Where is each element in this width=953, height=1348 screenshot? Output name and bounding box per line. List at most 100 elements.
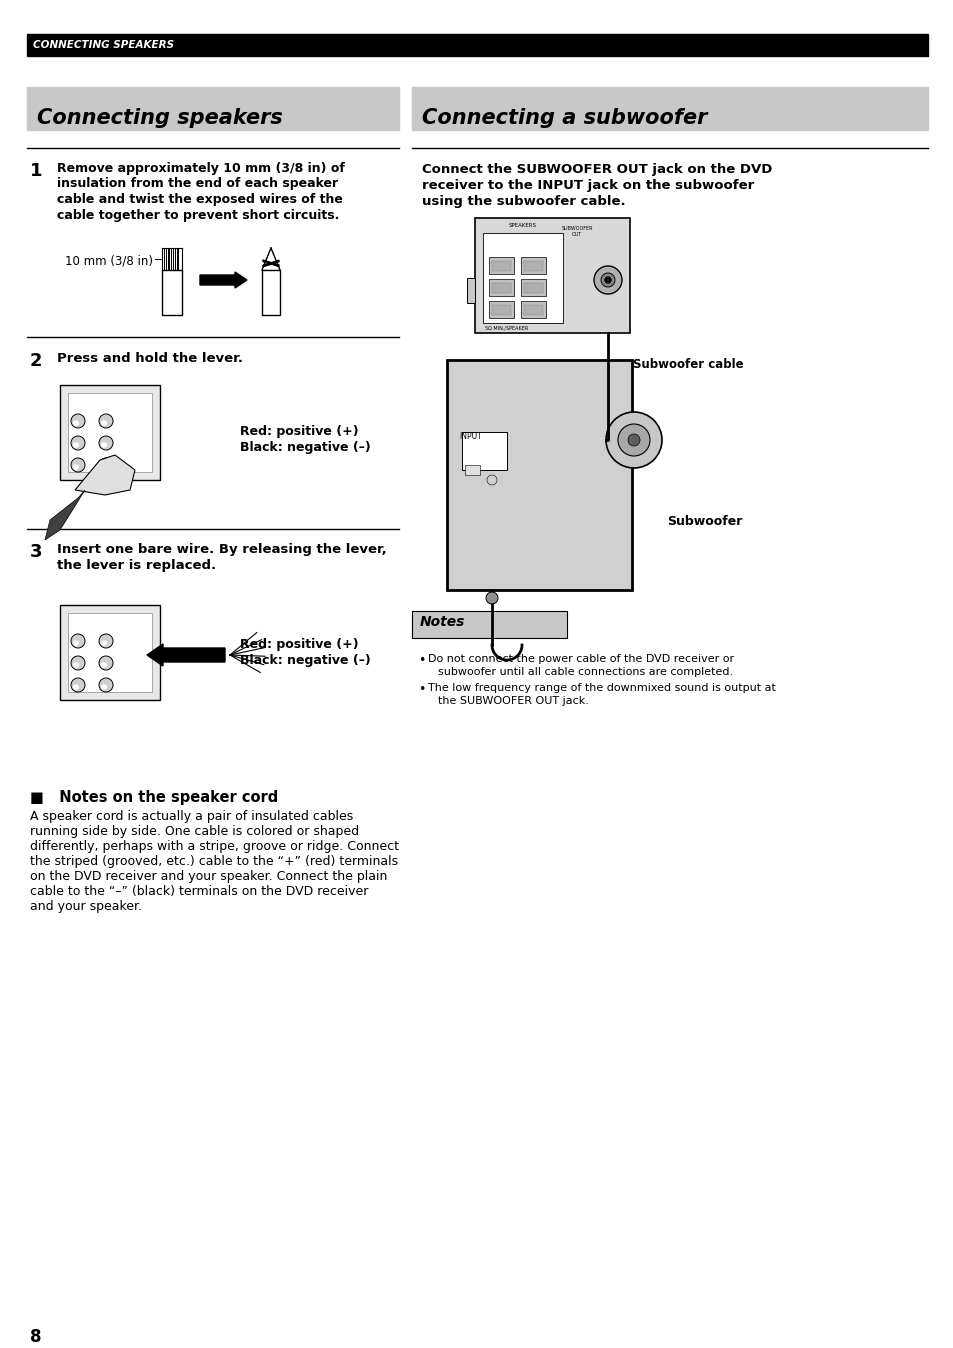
Bar (523, 305, 542, 315)
Ellipse shape (73, 421, 78, 425)
Text: subwoofer until all cable connections are completed.: subwoofer until all cable connections ar… (437, 667, 732, 677)
Ellipse shape (101, 421, 107, 425)
Bar (523, 262, 542, 271)
Bar (27, 88, 398, 129)
Text: cable together to prevent short circuits.: cable together to prevent short circuits… (57, 209, 339, 221)
Ellipse shape (73, 642, 78, 644)
Bar (68, 613, 152, 692)
Text: Press and hold the lever.: Press and hold the lever. (57, 352, 243, 365)
Circle shape (71, 634, 85, 648)
Text: Subwoofer: Subwoofer (666, 515, 741, 528)
Text: ■   Notes on the speaker cord: ■ Notes on the speaker cord (30, 790, 278, 805)
Circle shape (99, 458, 112, 472)
Bar (482, 233, 562, 324)
Ellipse shape (73, 663, 78, 667)
Bar (68, 394, 152, 472)
Text: and your speaker.: and your speaker. (30, 900, 142, 913)
Text: Red: positive (+): Red: positive (+) (240, 638, 358, 651)
Text: Black: negative (–): Black: negative (–) (240, 654, 371, 667)
Bar (262, 270, 280, 315)
Text: CONNECTING SPEAKERS: CONNECTING SPEAKERS (33, 40, 174, 50)
Circle shape (627, 434, 639, 446)
Text: Connecting speakers: Connecting speakers (37, 108, 282, 128)
Circle shape (71, 435, 85, 450)
Circle shape (71, 678, 85, 692)
Bar (475, 218, 629, 333)
Bar (60, 605, 160, 700)
Text: A speaker cord is actually a pair of insulated cables: A speaker cord is actually a pair of ins… (30, 810, 353, 824)
Circle shape (618, 425, 649, 456)
Text: Red: positive (+): Red: positive (+) (240, 425, 358, 438)
Circle shape (71, 656, 85, 670)
Bar (520, 279, 545, 297)
Circle shape (485, 592, 497, 604)
Ellipse shape (101, 685, 107, 689)
Bar (464, 465, 479, 474)
Ellipse shape (101, 465, 107, 469)
Bar (489, 257, 514, 274)
Text: running side by side. One cable is colored or shaped: running side by side. One cable is color… (30, 825, 358, 838)
Bar (60, 386, 160, 480)
Circle shape (99, 634, 112, 648)
Bar (467, 278, 475, 303)
Bar (520, 257, 545, 274)
Bar (461, 431, 506, 470)
Ellipse shape (101, 443, 107, 448)
Circle shape (99, 414, 112, 429)
Ellipse shape (73, 465, 78, 469)
Text: Insert one bare wire. By releasing the lever,: Insert one bare wire. By releasing the l… (57, 543, 386, 555)
Bar (523, 283, 542, 293)
Text: SPEAKERS: SPEAKERS (509, 222, 537, 228)
Text: Remove approximately 10 mm (3/8 in) of: Remove approximately 10 mm (3/8 in) of (57, 162, 345, 175)
Circle shape (99, 656, 112, 670)
Text: •: • (417, 654, 425, 667)
Text: •: • (417, 683, 425, 696)
Text: insulation from the end of each speaker: insulation from the end of each speaker (57, 178, 337, 190)
Circle shape (486, 474, 497, 485)
Text: 2: 2 (30, 352, 43, 369)
Ellipse shape (73, 443, 78, 448)
Text: 8: 8 (30, 1328, 42, 1347)
Polygon shape (75, 456, 135, 495)
Bar (412, 611, 566, 638)
Text: Connecting a subwoofer: Connecting a subwoofer (421, 108, 706, 128)
Text: Do not connect the power cable of the DVD receiver or: Do not connect the power cable of the DV… (428, 654, 734, 665)
Text: Notes: Notes (419, 615, 465, 630)
Text: on the DVD receiver and your speaker. Connect the plain: on the DVD receiver and your speaker. Co… (30, 869, 387, 883)
Bar (492, 305, 511, 315)
Circle shape (604, 276, 610, 283)
Circle shape (605, 412, 661, 468)
Text: cable and twist the exposed wires of the: cable and twist the exposed wires of the (57, 193, 342, 206)
Bar (162, 270, 182, 315)
Circle shape (99, 435, 112, 450)
Bar (412, 88, 927, 129)
Bar (489, 301, 514, 318)
Text: 10 mm (3/8 in): 10 mm (3/8 in) (65, 255, 152, 268)
Ellipse shape (73, 685, 78, 689)
Text: receiver to the INPUT jack on the subwoofer: receiver to the INPUT jack on the subwoo… (421, 179, 754, 191)
Text: 1: 1 (30, 162, 43, 181)
Circle shape (594, 266, 621, 294)
Text: using the subwoofer cable.: using the subwoofer cable. (421, 195, 625, 208)
Bar (447, 360, 631, 590)
Text: differently, perhaps with a stripe, groove or ridge. Connect: differently, perhaps with a stripe, groo… (30, 840, 398, 853)
Polygon shape (45, 491, 85, 541)
Text: SUBWOOFER
OUT: SUBWOOFER OUT (560, 226, 592, 237)
Bar (27, 34, 927, 57)
Text: Connect the SUBWOOFER OUT jack on the DVD: Connect the SUBWOOFER OUT jack on the DV… (421, 163, 772, 177)
Circle shape (71, 458, 85, 472)
Text: Subwoofer cable: Subwoofer cable (633, 359, 742, 371)
Circle shape (71, 414, 85, 429)
Ellipse shape (101, 663, 107, 667)
Circle shape (99, 678, 112, 692)
Text: The low frequency range of the downmixed sound is output at: The low frequency range of the downmixed… (428, 683, 775, 693)
Bar (489, 279, 514, 297)
Text: INPUT: INPUT (458, 431, 481, 441)
Text: cable to the “–” (black) terminals on the DVD receiver: cable to the “–” (black) terminals on th… (30, 886, 368, 898)
Text: 3: 3 (30, 543, 43, 561)
Text: Black: negative (–): Black: negative (–) (240, 441, 371, 454)
Text: the striped (grooved, etc.) cable to the “+” (red) terminals: the striped (grooved, etc.) cable to the… (30, 855, 397, 868)
Text: the lever is replaced.: the lever is replaced. (57, 559, 216, 572)
Bar (520, 301, 545, 318)
Ellipse shape (101, 642, 107, 644)
